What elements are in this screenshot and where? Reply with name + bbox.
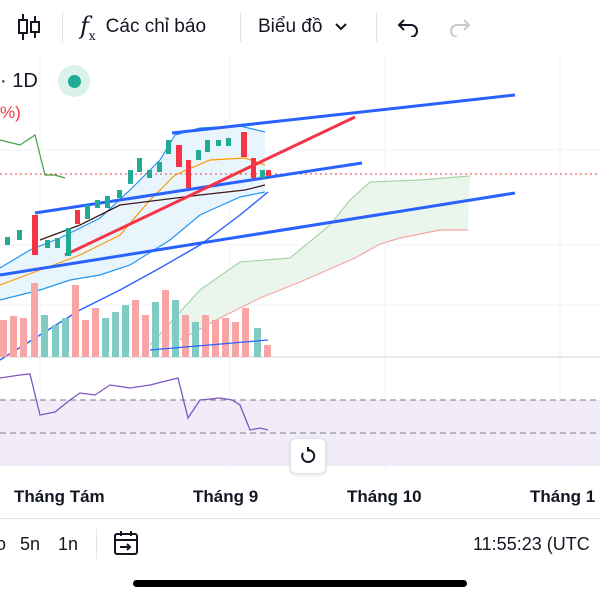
top-toolbar: fx Các chỉ báo Biểu đồ [0, 0, 600, 54]
indicators-button[interactable]: fx Các chỉ báo [80, 0, 206, 54]
ichimoku-cloud [149, 175, 471, 346]
indicators-label: Các chỉ báo [105, 16, 207, 37]
candles-icon[interactable] [16, 0, 42, 54]
chart-type-button[interactable]: Biểu đồ [258, 0, 348, 54]
reset-icon[interactable] [290, 438, 326, 474]
bottom-divider [96, 529, 97, 559]
undo-icon[interactable] [396, 0, 420, 54]
candles [5, 132, 271, 256]
interval-label: · 1D [0, 70, 38, 92]
clock-timezone[interactable]: 11:55:23 (UTC [473, 533, 590, 554]
toolbar-divider [376, 12, 377, 42]
status-dot [67, 74, 81, 88]
redo-icon[interactable] [448, 0, 472, 54]
range-button-5n[interactable]: 5n [20, 533, 41, 554]
fx-icon: fx [80, 11, 96, 43]
range-button-1n[interactable]: 1n [58, 533, 79, 554]
time-axis-label: Tháng Tám [14, 487, 105, 506]
toolbar-divider [62, 12, 63, 42]
toolbar-divider [240, 12, 241, 42]
live-status-indicator [58, 65, 90, 97]
bollinger-fill [0, 126, 265, 300]
chart-pane[interactable] [0, 54, 600, 518]
chevron-down-icon [334, 16, 348, 38]
volume-bars [0, 283, 271, 357]
bottom-toolbar: o 5n 1n 11:55:23 (UTC [0, 518, 600, 569]
time-axis-label: Tháng 10 [347, 487, 422, 506]
calendar-arrow-icon[interactable] [112, 519, 142, 569]
range-button[interactable]: o [0, 533, 7, 554]
time-axis-label: Tháng 9 [193, 487, 259, 506]
chart-type-label: Biểu đồ [258, 16, 323, 37]
change-percent: %) [0, 103, 21, 122]
time-axis-label: Tháng 1 [530, 487, 596, 506]
home-indicator [133, 580, 467, 587]
